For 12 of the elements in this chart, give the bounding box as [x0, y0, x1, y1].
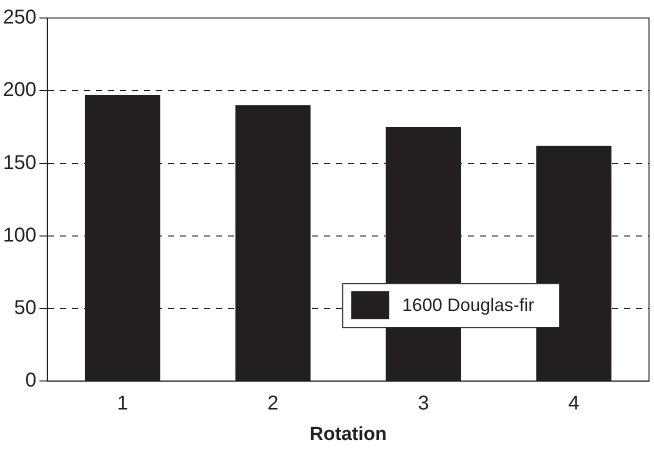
y-tick-label: 200: [2, 79, 36, 102]
x-tick-label: 2: [267, 392, 279, 415]
y-tick-label: 100: [2, 224, 36, 246]
y-tick-label: 0: [25, 370, 36, 392]
legend-label: 1600 Douglas-fir: [402, 295, 534, 316]
x-tick-label: 3: [418, 392, 429, 415]
x-axis-title: Rotation: [310, 424, 387, 445]
y-tick-label: 250: [2, 6, 36, 29]
x-tick-label: 4: [568, 392, 580, 415]
y-tick-label: 150: [2, 152, 36, 174]
x-tick-label: 1: [117, 392, 128, 415]
y-tick-label: 50: [14, 297, 36, 320]
